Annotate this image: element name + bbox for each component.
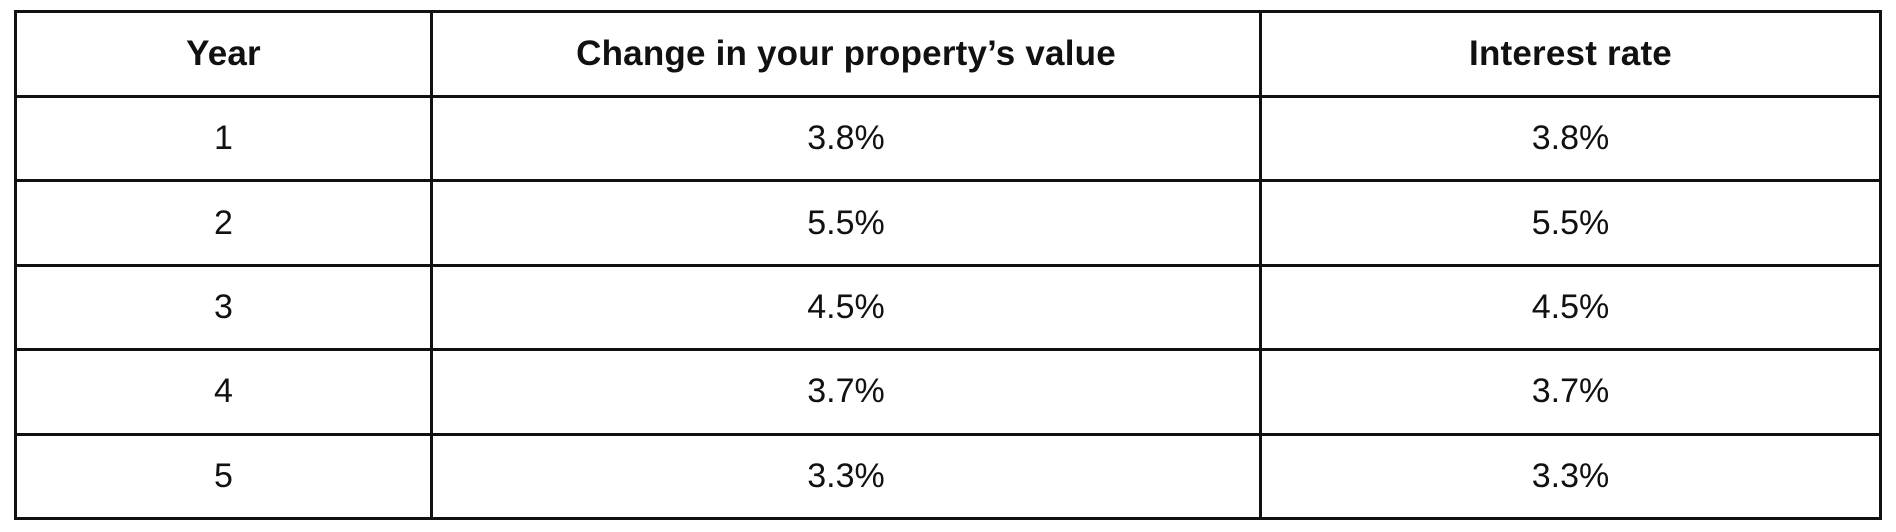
property-value-change-cell: 3.7% xyxy=(430,348,1262,436)
year-cell: 3 xyxy=(14,263,433,352)
property-value-change-cell: 3.8% xyxy=(430,94,1262,183)
property-rates-table: Year Change in your property’s value Int… xyxy=(14,10,1882,521)
interest-rate-cell: 5.5% xyxy=(1259,179,1882,267)
table-row: 4 3.7% 3.7% xyxy=(14,348,1882,436)
property-value-change-cell: 4.5% xyxy=(430,263,1262,352)
table-row: 3 4.5% 4.5% xyxy=(14,263,1882,352)
property-value-change-cell: 5.5% xyxy=(430,179,1262,267)
table-row: 5 3.3% 3.3% xyxy=(14,432,1882,521)
year-cell: 4 xyxy=(14,348,433,436)
interest-rate-cell: 3.8% xyxy=(1259,94,1882,183)
table-row: 2 5.5% 5.5% xyxy=(14,179,1882,267)
property-value-change-cell: 3.3% xyxy=(430,432,1262,521)
year-cell: 1 xyxy=(14,94,433,183)
interest-rate-cell: 3.7% xyxy=(1259,348,1882,436)
year-cell: 5 xyxy=(14,432,433,521)
table-row: 1 3.8% 3.8% xyxy=(14,94,1882,183)
column-header-property-value-change: Change in your property’s value xyxy=(430,10,1262,98)
year-cell: 2 xyxy=(14,179,433,267)
column-header-year: Year xyxy=(14,10,433,98)
interest-rate-cell: 4.5% xyxy=(1259,263,1882,352)
table-header-row: Year Change in your property’s value Int… xyxy=(14,10,1882,98)
interest-rate-cell: 3.3% xyxy=(1259,432,1882,521)
column-header-interest-rate: Interest rate xyxy=(1259,10,1882,98)
